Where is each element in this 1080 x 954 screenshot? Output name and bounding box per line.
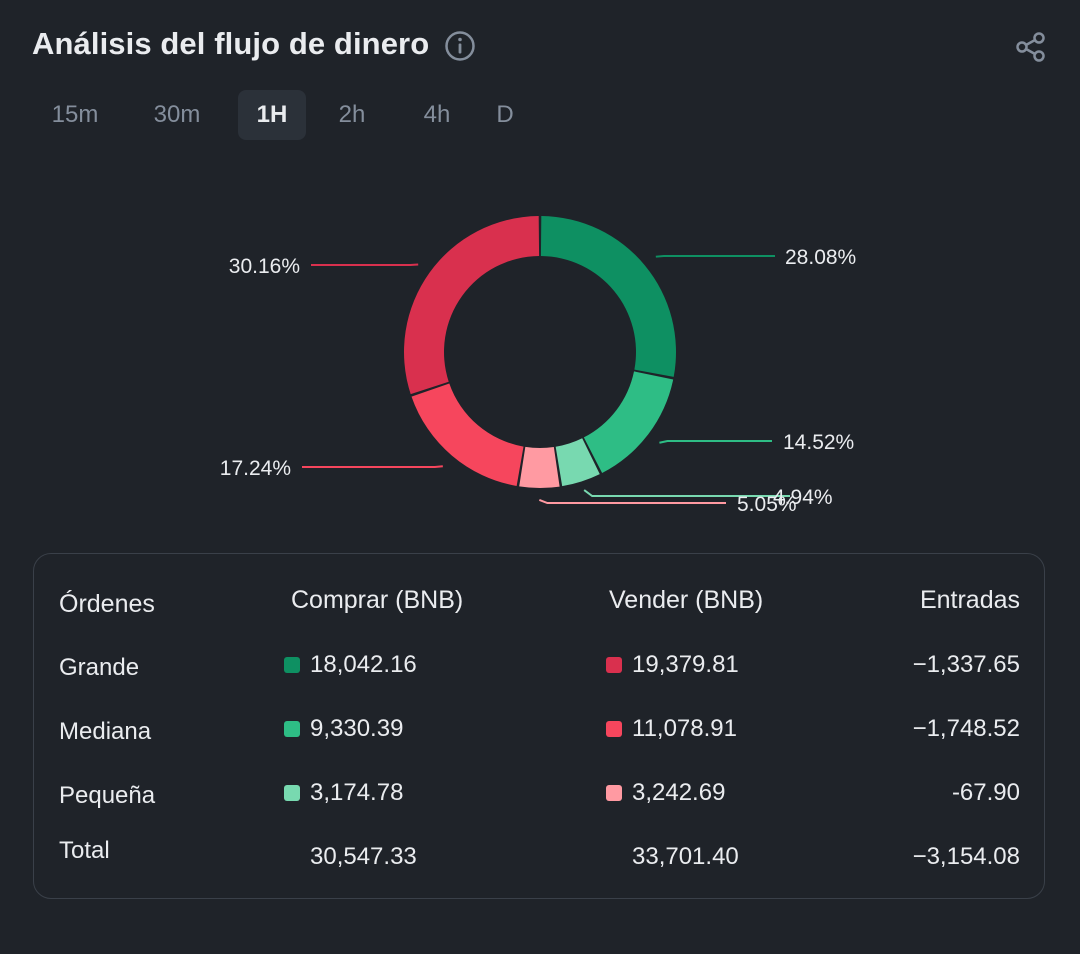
leader-line-0	[655, 255, 775, 258]
donut-slice-1[interactable]	[583, 371, 674, 473]
inflow-large-value: −1,337.65	[912, 651, 1020, 678]
page-title: Análisis del flujo de dinero	[32, 26, 430, 61]
buy-large-swatch	[284, 657, 300, 673]
slice-label-4: 17.24%	[220, 457, 291, 480]
donut-slice-2[interactable]	[555, 438, 600, 487]
row-name-large: Grande	[59, 654, 140, 681]
sell-small-swatch	[606, 785, 622, 801]
header-sell: Vender (BNB)	[609, 586, 764, 614]
leader-line-5	[311, 263, 419, 266]
sell-small-value: 3,242.69	[632, 779, 726, 806]
info-icon[interactable]	[444, 30, 476, 62]
header-orders: Órdenes	[59, 590, 155, 618]
donut-slice-4[interactable]	[411, 383, 524, 486]
share-icon[interactable]	[1014, 30, 1048, 64]
slice-label-3: 5.05%	[737, 493, 797, 516]
buy-medium-value: 9,330.39	[310, 715, 404, 742]
tab-30m[interactable]: 30m	[153, 101, 201, 128]
sell-total-value: 33,701.40	[632, 843, 739, 870]
orders-table: Órdenes Comprar (BNB) Vender (BNB) Entra…	[33, 553, 1045, 899]
donut-slice-5[interactable]	[404, 216, 540, 395]
timeframe-tabs: 15m 30m 1H 2h 4h D	[32, 90, 530, 140]
leader-line-3	[538, 499, 726, 504]
tab-d[interactable]: D	[496, 101, 514, 128]
row-name-total: Total	[59, 837, 110, 864]
inflow-total-value: −3,154.08	[912, 843, 1020, 870]
slice-label-2: 4.94%	[773, 486, 833, 509]
tab-2h[interactable]: 2h	[338, 101, 366, 128]
header-buy: Comprar (BNB)	[291, 586, 464, 614]
sell-large-swatch	[606, 657, 622, 673]
row-name-small: Pequeña	[59, 782, 156, 809]
donut-chart: 28.08% 14.52% 4.94% 5.05% 17.24% 30.16%	[0, 170, 1080, 540]
tab-4h[interactable]: 4h	[423, 101, 451, 128]
inflow-small-value: -67.90	[951, 779, 1020, 806]
buy-total-value: 30,547.33	[310, 843, 417, 870]
donut-slice-3[interactable]	[519, 446, 560, 488]
donut-chart-svg: 28.08% 14.52% 4.94%5.05% 17.24% 30.16%	[220, 216, 856, 516]
sell-large-value: 19,379.81	[632, 651, 739, 678]
sell-medium-value: 11,078.91	[632, 715, 737, 742]
tab-1h[interactable]: 1H	[238, 90, 306, 140]
leader-line-4	[302, 465, 443, 468]
row-name-medium: Mediana	[59, 718, 152, 745]
sell-medium-swatch	[606, 721, 622, 737]
inflow-medium-value: −1,748.52	[912, 715, 1020, 742]
leader-line-1	[659, 440, 772, 444]
leader-line-2	[583, 489, 790, 497]
slice-label-5: 30.16%	[229, 255, 300, 278]
buy-small-value: 3,174.78	[310, 779, 404, 806]
donut-slice-0[interactable]	[540, 216, 676, 377]
header: Análisis del flujo de dinero	[32, 22, 1048, 70]
slice-label-1: 14.52%	[783, 431, 854, 454]
tab-15m[interactable]: 15m	[51, 101, 99, 128]
buy-small-swatch	[284, 785, 300, 801]
slice-label-0: 28.08%	[785, 246, 856, 269]
buy-large-value: 18,042.16	[310, 651, 417, 678]
buy-medium-swatch	[284, 721, 300, 737]
header-inflow: Entradas	[919, 586, 1020, 614]
